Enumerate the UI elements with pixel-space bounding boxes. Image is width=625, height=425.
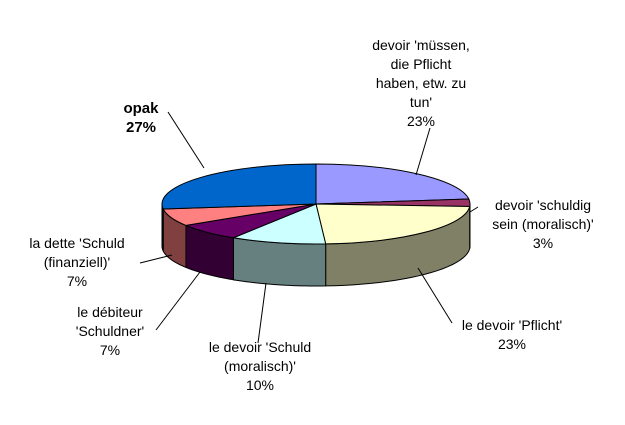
pie-slice-2 [315,203,471,245]
slice-label-6: opak 27% [108,99,174,137]
leader-line-3 [257,282,267,344]
pie-slice-6 [161,163,317,210]
pie-slice-side-3 [232,237,327,287]
slice-label-5: la dette 'Schuld (finanziell)' 7% [12,234,142,291]
pie-slice-0 [315,163,470,205]
slice-label-2: le devoir 'Pflicht' 23% [447,316,577,354]
slice-percent: 23% [406,113,436,129]
leader-line-2 [417,267,453,324]
pie-slice-3 [231,203,327,245]
slice-label-4: le débiteur 'Schuldner' 7% [55,303,165,360]
slice-name: la dette 'Schuld (finanziell)' [29,235,125,270]
slice-percent: 23% [497,336,527,352]
slice-name: devoir 'müssen, die Pflicht haben, etw. … [372,37,470,110]
leader-line-5 [139,254,173,264]
slice-label-1: devoir 'schuldig sein (moralisch)' 3% [483,196,603,253]
leader-line-6 [167,111,205,169]
slice-percent: 27% [125,119,157,136]
leader-line-1 [469,206,479,213]
slice-name: le devoir 'Pflicht' [461,317,563,333]
slice-name: opak [123,100,159,117]
slice-name: le débiteur 'Schuldner' [75,304,145,339]
pie-tops [161,163,471,245]
leader-line-4 [155,271,201,331]
leader-lines [139,111,479,344]
pie-slice-side-6 [161,204,164,252]
slice-label-0: devoir 'müssen, die Pflicht haben, etw. … [362,36,480,131]
slice-percent: 10% [245,377,275,393]
pie-sides [161,204,471,287]
slice-percent: 7% [66,273,88,289]
leader-line-0 [415,127,431,176]
slice-name: devoir 'schuldig sein (moralisch)' [492,197,594,232]
slice-percent: 3% [532,235,554,251]
slice-label-3: le devoir 'Schuld (moralisch)' 10% [185,338,335,395]
slice-percent: 7% [99,342,121,358]
slice-name: le devoir 'Schuld (moralisch)' [208,339,312,374]
